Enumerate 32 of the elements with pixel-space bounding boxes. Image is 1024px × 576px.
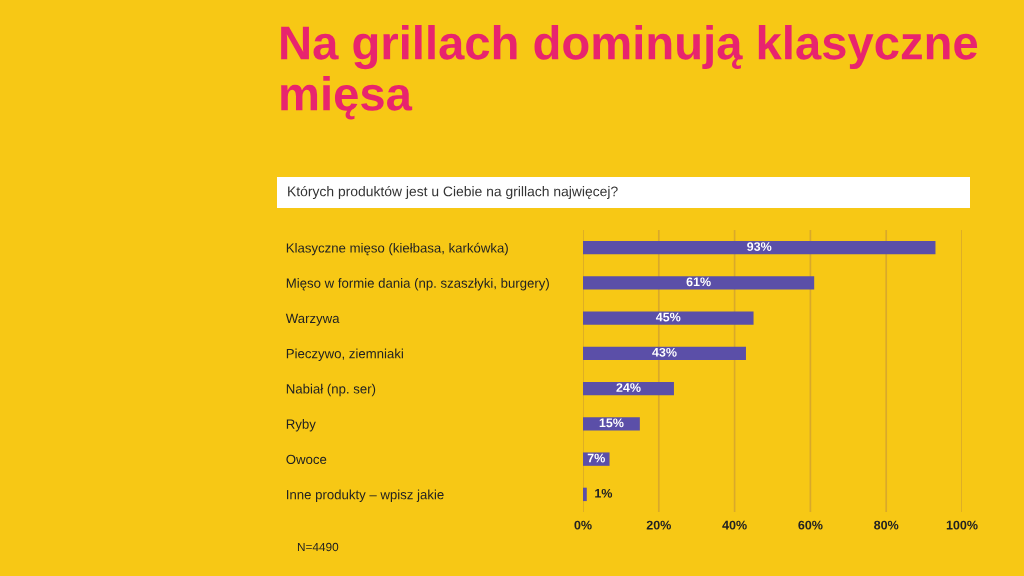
x-tick-label: 60% (798, 520, 823, 530)
y-tick-label: Inne produkty – wpisz jakie (287, 489, 444, 502)
text: Których produktów jest u Ciebie na grillach najwięcej? (288, 185, 618, 200)
x-tick-label: 100% (946, 520, 978, 530)
data-label: 45% (655, 312, 681, 322)
x-tick-label: 40% (722, 520, 747, 530)
bar (583, 452, 610, 466)
data-label: 15% (599, 418, 624, 428)
y-tick-label: Nabiał (np. ser) (286, 383, 376, 397)
y-tick-label: Ryby (286, 419, 316, 432)
x-tick-label: 20% (646, 520, 671, 530)
data-label: 61% (686, 277, 711, 287)
bar (583, 311, 754, 325)
chart-title: Na grillach dominują klasyczne mięsa (281, 25, 978, 120)
bar (583, 276, 815, 290)
data-label: 93% (747, 242, 772, 251)
bar (583, 240, 936, 255)
y-tick-label: Klasyczne mięso (kiełbasa, karkówka) (286, 242, 508, 256)
x-tick-label: 80% (874, 520, 899, 530)
y-tick-label: Pieczywo, ziemniaki (286, 348, 403, 361)
y-tick-label: Mięso w formie dania (np. szaszłyki, burgery) (286, 278, 549, 291)
bar (583, 417, 640, 431)
data-label: 43% (652, 347, 677, 357)
bar (583, 346, 746, 361)
data-label: 7% (587, 453, 605, 463)
x-tick-label: 0% (574, 520, 592, 530)
y-tick-label: Warzywa (285, 313, 340, 326)
data-label: 24% (616, 383, 641, 392)
bar (583, 487, 587, 502)
text: N=4490 (297, 542, 339, 552)
y-tick-label: Owoce (286, 454, 327, 465)
data-label: 1% (595, 488, 613, 498)
